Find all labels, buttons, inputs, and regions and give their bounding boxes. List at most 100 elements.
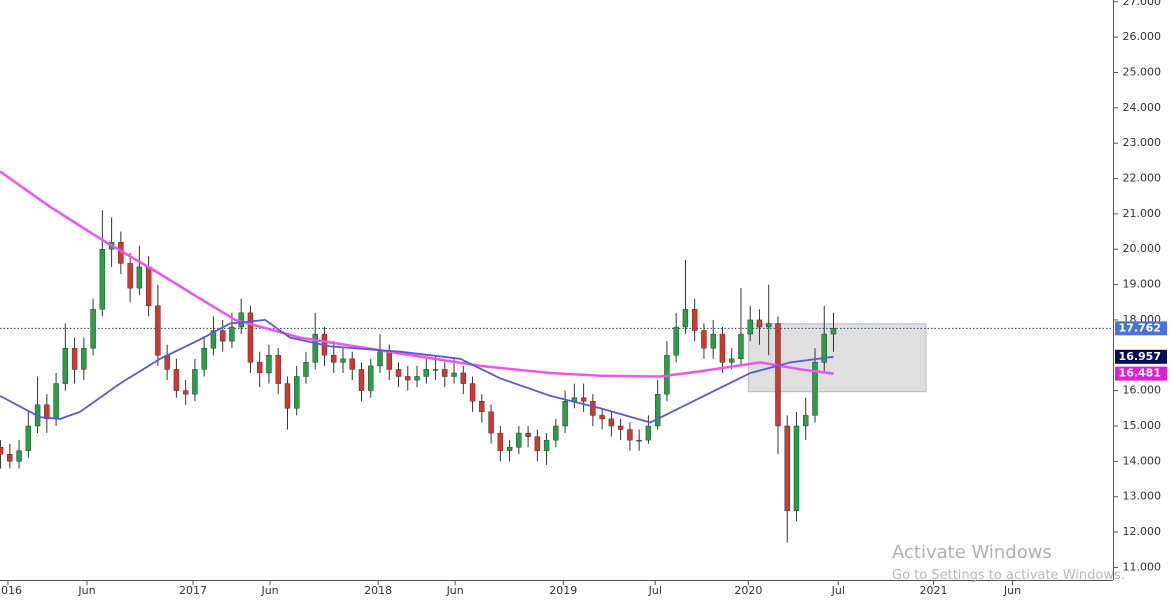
candle-body (192, 369, 198, 395)
y-tick-label: 21.000 (1123, 207, 1162, 220)
x-tick-label: 2017 (179, 584, 207, 597)
candle-body (451, 372, 457, 377)
y-tick-label: 23.000 (1123, 136, 1162, 149)
candle-body (423, 369, 429, 377)
candle-body (562, 401, 568, 427)
candle-body (432, 369, 439, 371)
candle-body (358, 369, 365, 391)
candle-body (590, 401, 596, 416)
price-marker (1115, 349, 1167, 364)
y-tick-label: 12.000 (1123, 525, 1162, 538)
candle-body (627, 429, 633, 441)
candle-body (7, 454, 13, 462)
candle-body (275, 355, 281, 384)
candle-body (155, 305, 161, 356)
candle-body (553, 425, 559, 441)
x-tick-label: Jun (260, 584, 278, 597)
y-tick-label: 15.000 (1123, 419, 1162, 432)
candle-body (53, 383, 59, 420)
candle-body (99, 249, 106, 310)
candle-body (654, 393, 661, 427)
moving-average (0, 318, 834, 424)
candle-body (506, 446, 513, 451)
y-tick-label: 24.000 (1123, 101, 1162, 114)
candle-body (821, 333, 827, 363)
x-tick-label: Jul (831, 584, 845, 597)
x-tick-label: 2020 (734, 584, 762, 597)
candle-body (71, 348, 78, 370)
candle-body (469, 383, 476, 402)
candle-body (294, 376, 300, 409)
candle-body (340, 358, 346, 363)
candle-body (368, 365, 374, 391)
y-tick-label: 26.000 (1123, 30, 1162, 43)
y-tick-label: 27.000 (1123, 0, 1162, 8)
plot-area (0, 170, 1113, 543)
candle-body (127, 263, 133, 289)
price-axis-panel (1113, 0, 1171, 602)
candle-body (460, 372, 467, 384)
y-tick-label: 25.000 (1123, 65, 1162, 78)
price-marker (1115, 321, 1167, 336)
candle-body (516, 432, 522, 448)
x-tick-label: 2016 (0, 584, 22, 597)
candle-body (580, 397, 587, 402)
candle-body (90, 309, 96, 349)
price-marker (1115, 366, 1167, 381)
candle-body (803, 415, 809, 427)
y-tick-label: 13.000 (1123, 490, 1162, 503)
candle-body (16, 450, 22, 462)
y-tick-label: 19.000 (1123, 278, 1162, 291)
x-tick-label: Jun (1003, 584, 1021, 597)
candle-body (303, 362, 309, 377)
candle-body (691, 309, 698, 331)
x-tick-label: 2019 (549, 584, 577, 597)
candle-body (793, 425, 800, 512)
candle-body (0, 446, 4, 455)
candle-body (395, 369, 402, 377)
y-tick-label: 22.000 (1123, 172, 1162, 185)
candle-body (386, 351, 392, 370)
candle-body (488, 411, 494, 434)
y-tick-label: 14.000 (1123, 454, 1162, 467)
highlight-zone (747, 323, 927, 393)
x-tick-label: 2021 (919, 584, 947, 597)
candle-body (247, 312, 254, 363)
candle-body (136, 266, 143, 289)
candle-body (377, 351, 383, 367)
candle-body (44, 404, 50, 420)
x-tick-label: 2018 (364, 584, 392, 597)
candle-body (284, 383, 291, 409)
candle-body (747, 319, 753, 335)
candle-body (497, 432, 504, 451)
candle-body (775, 323, 781, 427)
candle-body (173, 369, 180, 391)
candle-body (525, 432, 531, 437)
candle-body (534, 436, 541, 451)
candle-body (405, 376, 411, 381)
candle-body (256, 362, 263, 374)
y-tick-label: 20.000 (1123, 242, 1162, 255)
candle-body (145, 266, 152, 306)
candle-body (738, 333, 744, 360)
candle-body (766, 323, 772, 328)
candle-body (608, 418, 615, 427)
candle-body (229, 326, 235, 342)
candle-body (331, 355, 337, 363)
y-tick-label: 16.000 (1123, 384, 1162, 397)
candle-body (62, 348, 69, 384)
candle-body (636, 439, 642, 442)
candle-body (210, 330, 217, 349)
candle-body (812, 362, 818, 416)
candle-body (479, 401, 485, 413)
candle-body (784, 425, 790, 512)
candle-body (442, 369, 448, 377)
candle-body (756, 319, 763, 328)
candle-body (645, 425, 652, 441)
candle-body (182, 390, 189, 395)
watermark-title: Activate Windows (892, 542, 1052, 563)
candle-body (201, 348, 207, 370)
candle-body (830, 328, 837, 335)
